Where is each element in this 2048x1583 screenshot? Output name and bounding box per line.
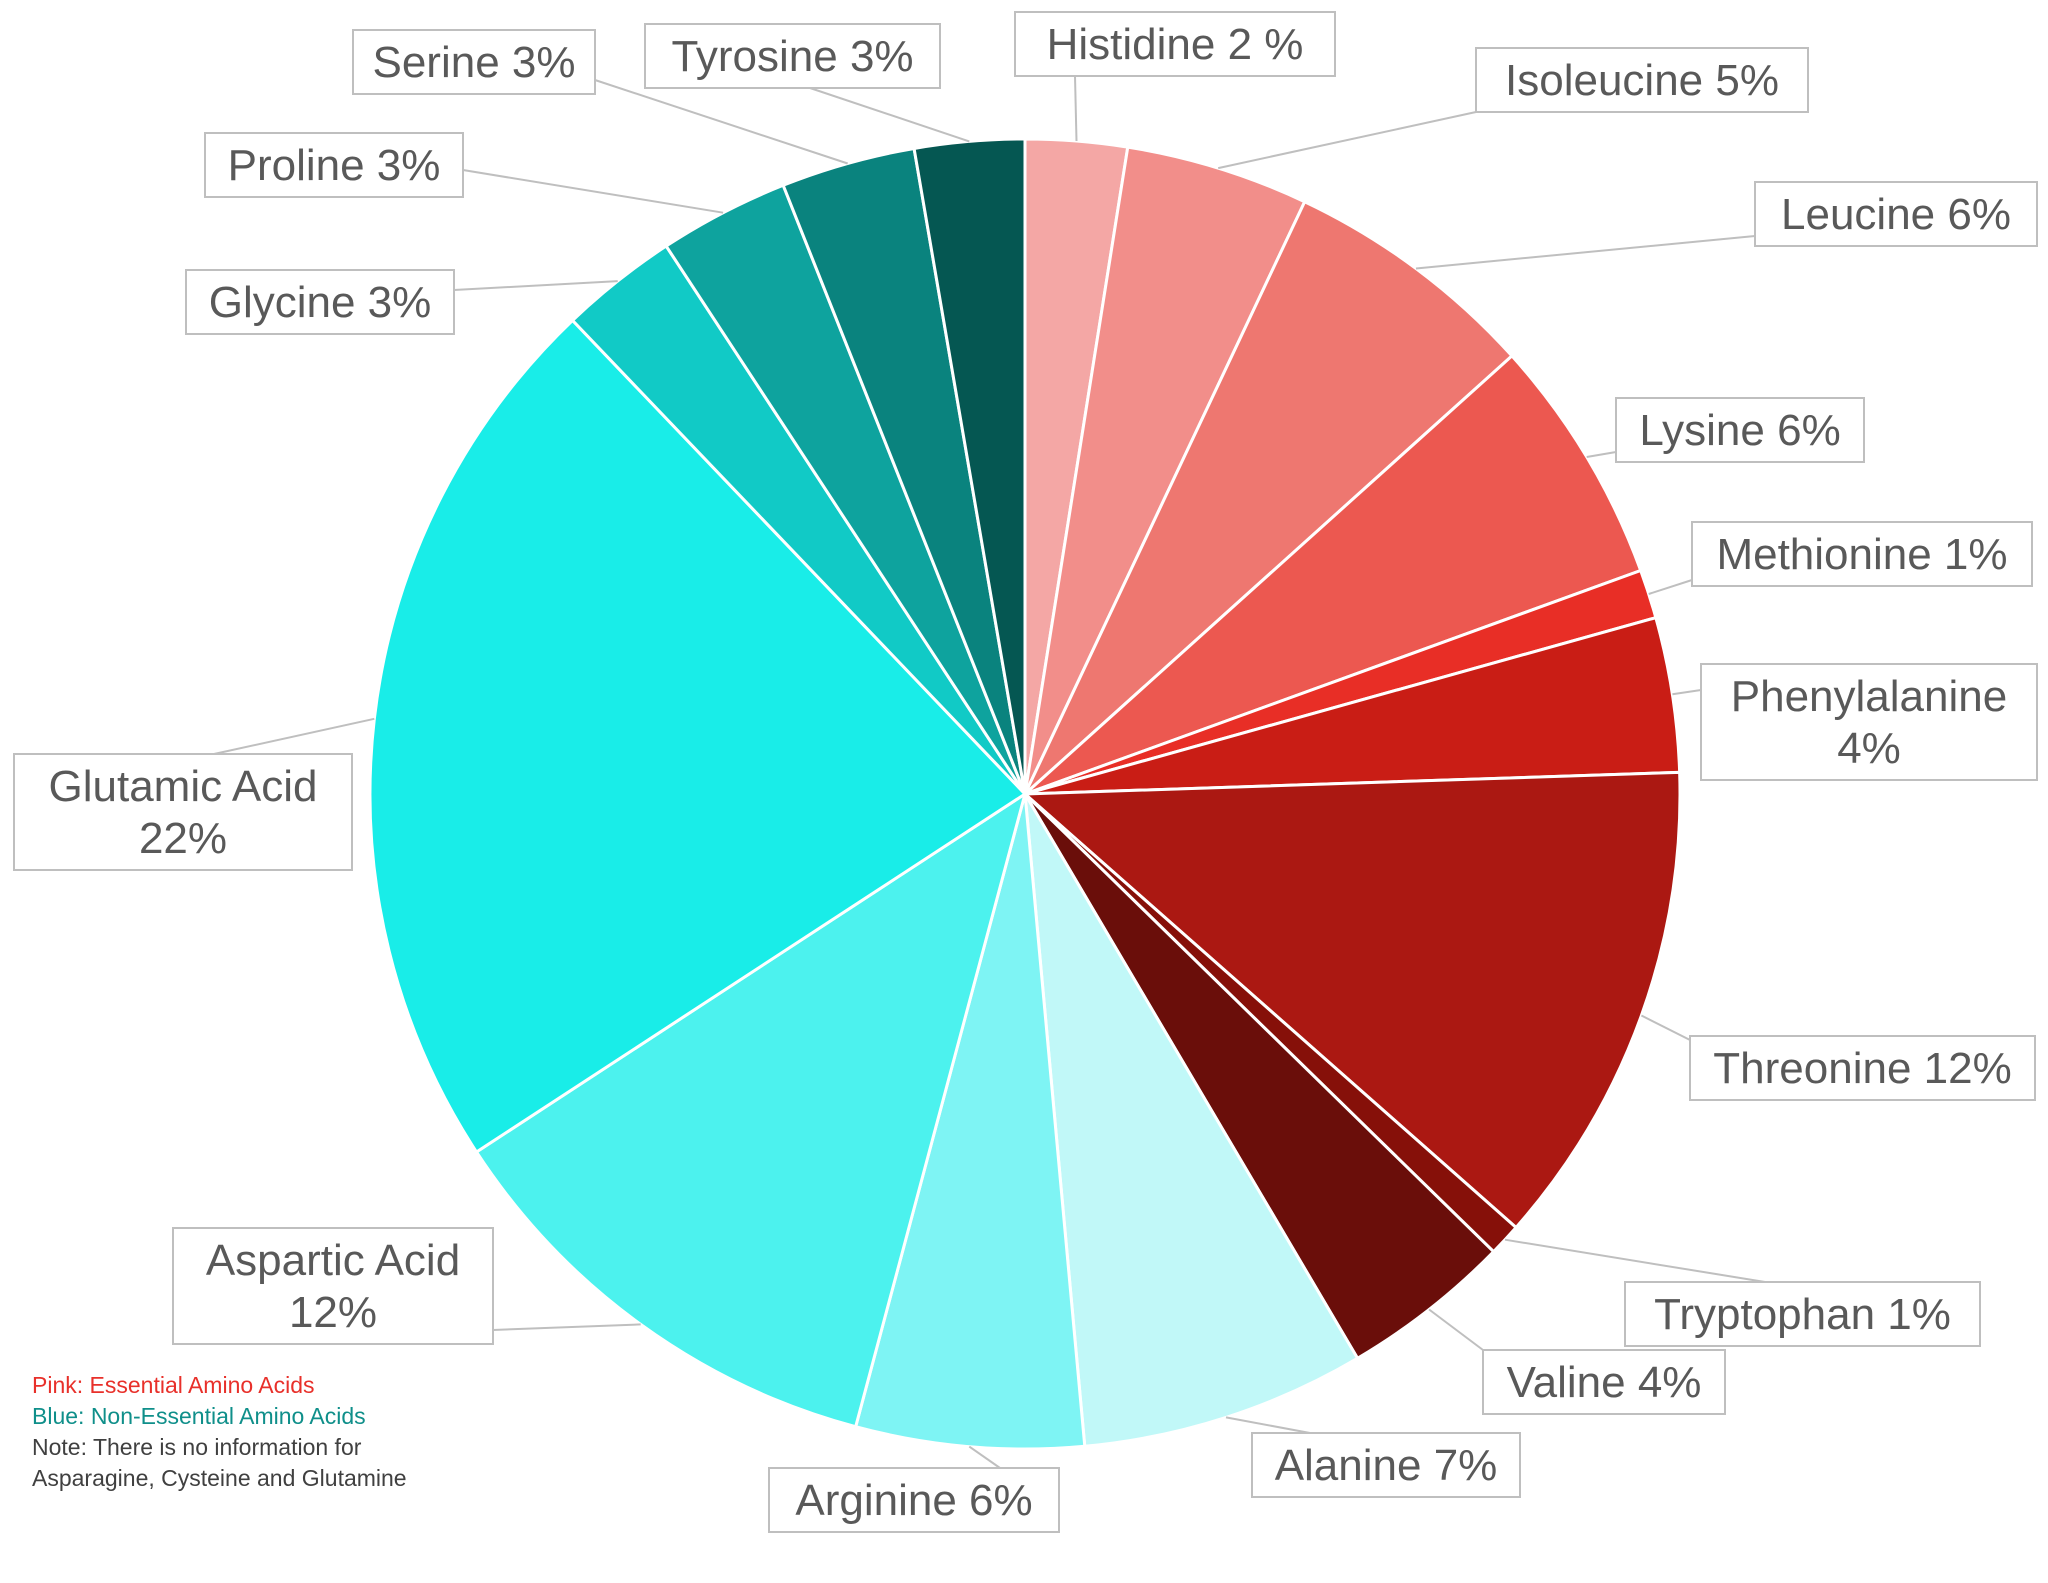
data-label-box [185,269,455,335]
data-label-box [1689,1035,2036,1101]
data-label-box [1624,1281,1981,1347]
data-label-box [644,23,941,89]
slice-aspartic-acid [474,790,1028,1429]
missing-info-note: Note: There is no information for Aspara… [32,1434,407,1491]
leader-line-threonine [1640,1014,1691,1041]
data-label-text: Glycine 3% [209,278,432,327]
data-label-box [1014,11,1336,77]
slice-glutamic-acid [368,318,1028,1155]
data-label-text: 22% [139,814,227,863]
leader-line-phenylalanine [1672,689,1702,696]
leader-line-arginine [968,1445,1001,1469]
slice-isoleucine [1023,145,1307,795]
data-label-box [1482,1349,1726,1415]
data-label-tryptophan: Tryptophan 1% [1624,1281,1981,1347]
data-label-threonine: Threonine 12% [1689,1035,2036,1101]
data-label-box [1754,181,2038,247]
data-label-text: Tyrosine 3% [671,32,913,81]
leader-line-glycine [453,280,618,291]
slice-valine [1023,792,1496,1361]
data-label-box [1691,521,2033,587]
slice-leucine [1023,199,1515,796]
data-label-arginine: Arginine 6% [768,1467,1060,1533]
pie-labels: Histidine 2 % Isoleucine 5% Leucine 6% Lysi… [13,11,2038,1533]
leader-line-tyrosine [809,87,970,143]
data-label-alanine: Alanine 7% [1251,1432,1521,1498]
data-label-text: Arginine 6% [795,1476,1032,1525]
leader-line-methionine [1648,579,1693,595]
data-label-box [1700,663,2038,781]
data-label-text: Leucine 6% [1781,190,2011,239]
leader-line-proline [462,169,724,214]
data-label-box [1251,1432,1521,1498]
data-label-text: Threonine 12% [1713,1044,2011,1093]
leader-line-tryptophan [1504,1238,1766,1283]
data-label-isoleucine: Isoleucine 5% [1475,47,1809,113]
data-label-proline: Proline 3% [204,132,464,198]
data-label-text: Glutamic Acid [49,762,318,811]
leader-line-aspartic-acid [492,1323,641,1331]
data-label-valine: Valine 4% [1482,1349,1726,1415]
slice-tyrosine [912,137,1027,795]
leader-line-isoleucine [1217,111,1477,170]
data-label-box [1475,47,1809,113]
data-label-text: 12% [289,1288,377,1337]
data-label-text: Lysine 6% [1639,406,1840,455]
data-label-text: Isoleucine 5% [1505,56,1779,105]
data-label-tyrosine: Tyrosine 3% [644,23,941,89]
data-label-text: Phenylalanine [1731,672,2007,721]
data-label-box [204,132,464,198]
leader-line-lysine [1586,451,1617,458]
data-label-serine: Serine 3% [352,29,596,95]
data-label-text: Valine 4% [1507,1358,1702,1407]
data-label-box [352,29,596,95]
data-label-box [768,1467,1060,1533]
data-label-histidine: Histidine 2 % [1014,11,1336,77]
data-label-text: Proline 3% [228,141,441,190]
data-label-text: Histidine 2 % [1047,20,1304,69]
pie-slices [368,137,1682,1451]
data-label-text: Aspartic Acid [206,1236,460,1285]
data-label-box [1615,397,1865,463]
leader-line-serine [594,79,849,165]
data-label-box [13,753,353,871]
data-label-leucine: Leucine 6% [1754,181,2038,247]
leader-line-histidine [1074,75,1078,142]
data-label-text: Tryptophan 1% [1654,1290,1951,1339]
legend-non-essential: Blue: Non-Essential Amino Acids [32,1403,366,1429]
data-label-methionine: Methionine 1% [1691,521,2033,587]
data-label-text: Alanine 7% [1275,1441,1498,1490]
leader-line-alanine [1225,1416,1311,1434]
data-label-box [172,1227,494,1345]
slice-lysine [1023,353,1643,796]
leader-line-leucine [1415,235,1756,270]
leader-line-glutamic-acid [213,717,375,755]
leader-line-valine [1428,1308,1484,1351]
data-label-text: Serine 3% [372,38,575,87]
data-label-text: Methionine 1% [1716,530,2007,579]
legend-essential: Pink: Essential Amino Acids [32,1372,315,1398]
data-label-glycine: Glycine 3% [185,269,455,335]
data-label-lysine: Lysine 6% [1615,397,1865,463]
data-label-text: 4% [1837,724,1901,773]
legend-notes: Pink: Essential Amino Acids Blue: Non-Es… [32,1370,432,1494]
